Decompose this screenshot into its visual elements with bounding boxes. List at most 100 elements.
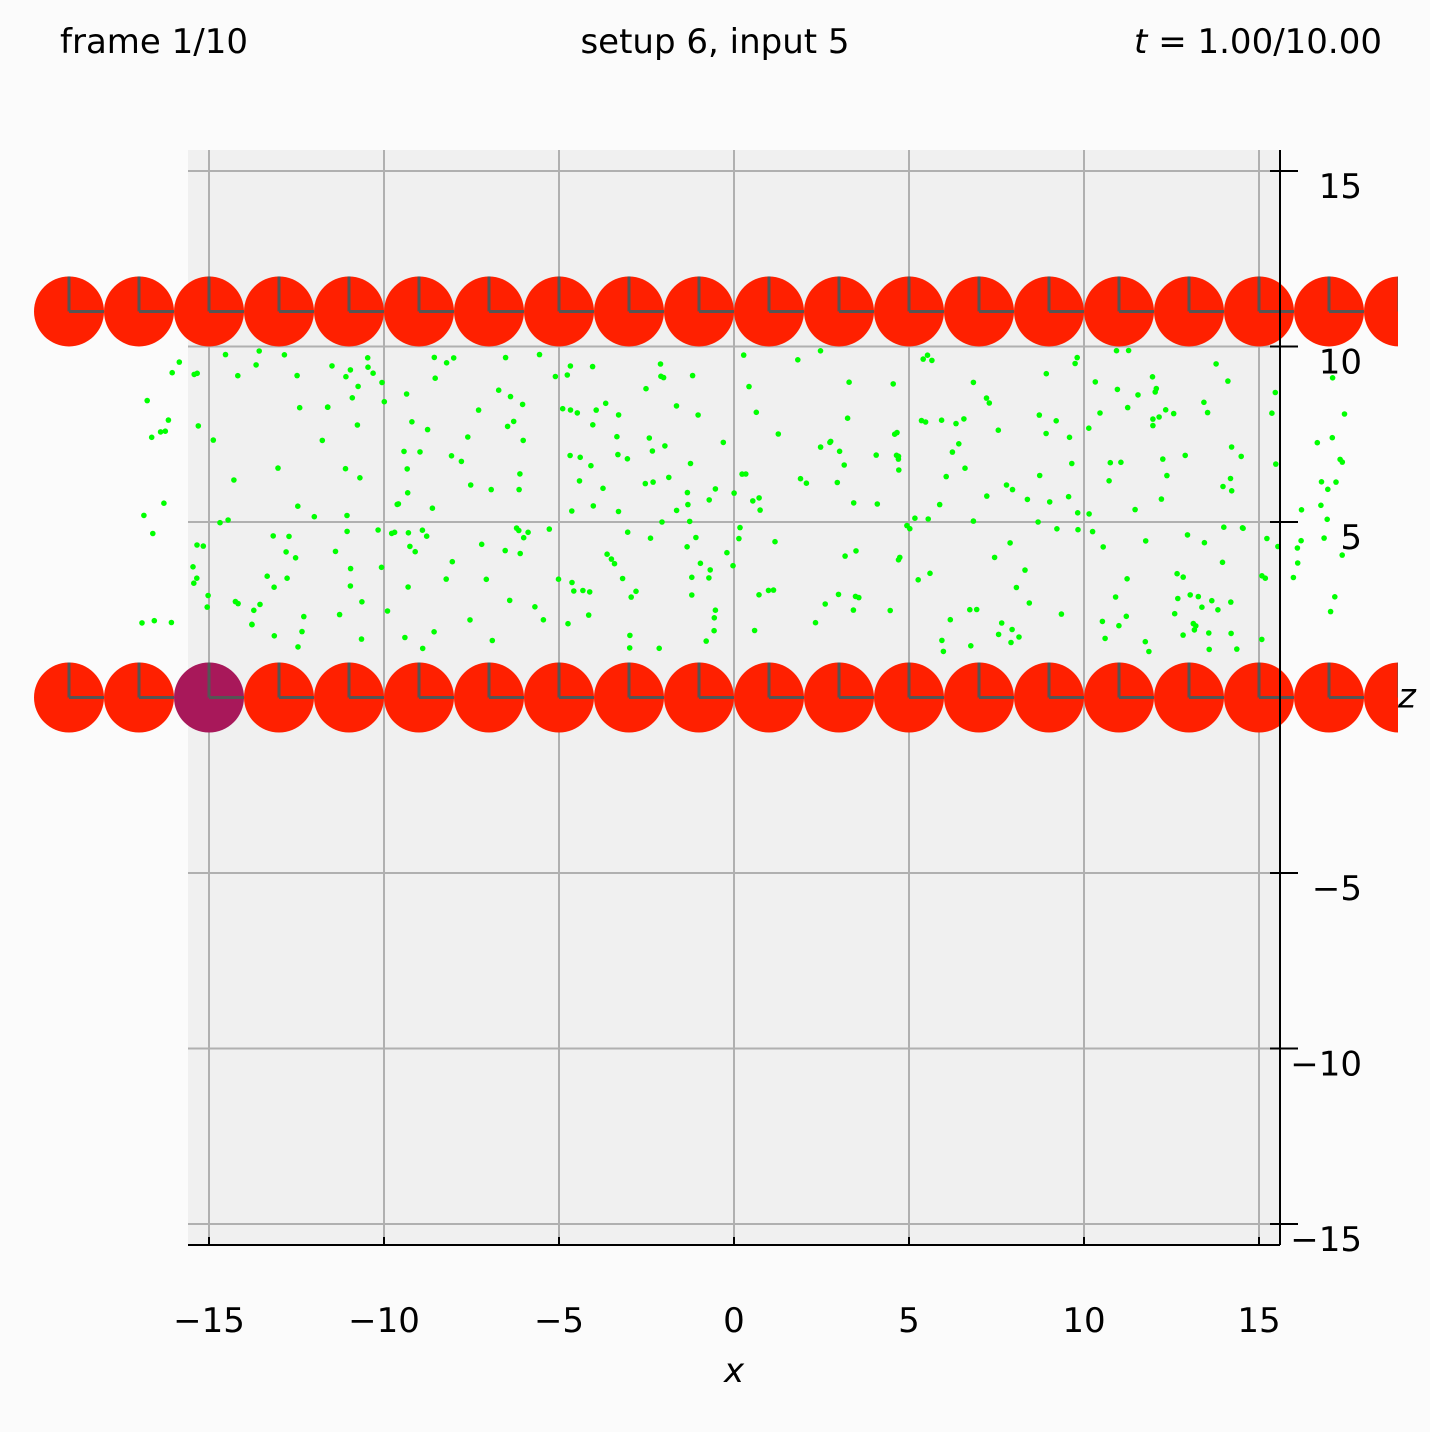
particle bbox=[347, 583, 354, 589]
particle bbox=[1142, 638, 1149, 645]
particle bbox=[319, 437, 326, 444]
particle bbox=[536, 351, 543, 358]
particle bbox=[614, 433, 620, 440]
x-tick-label: 5 bbox=[898, 1301, 920, 1341]
particle bbox=[1206, 646, 1212, 653]
particle-cloud bbox=[139, 347, 1348, 655]
particle bbox=[1259, 636, 1265, 643]
particle bbox=[973, 606, 980, 613]
particle bbox=[1329, 375, 1336, 381]
particle bbox=[271, 633, 278, 639]
particle bbox=[1290, 574, 1297, 581]
particle bbox=[1321, 535, 1327, 541]
particle bbox=[401, 448, 407, 455]
particle bbox=[842, 553, 848, 559]
particle bbox=[510, 418, 517, 425]
x-tick-label: −15 bbox=[173, 1301, 245, 1341]
particle bbox=[1123, 613, 1130, 620]
particle bbox=[970, 379, 977, 386]
particle bbox=[873, 452, 879, 458]
particle bbox=[1228, 488, 1235, 494]
particle bbox=[1024, 496, 1031, 503]
particle bbox=[836, 448, 843, 455]
particle bbox=[349, 395, 356, 401]
particle bbox=[1156, 414, 1162, 420]
particle bbox=[403, 391, 410, 397]
disk bbox=[174, 276, 244, 347]
particle bbox=[358, 636, 365, 642]
particle bbox=[967, 606, 973, 613]
particle bbox=[540, 617, 547, 623]
particle bbox=[724, 549, 730, 556]
particle bbox=[947, 616, 954, 623]
particle bbox=[253, 362, 259, 368]
particle bbox=[194, 542, 200, 548]
particle bbox=[281, 352, 288, 358]
particle bbox=[1273, 461, 1279, 467]
particle bbox=[364, 355, 371, 361]
disk bbox=[1084, 662, 1154, 733]
particle bbox=[706, 497, 712, 503]
particle bbox=[649, 448, 656, 454]
particle bbox=[1294, 560, 1301, 566]
particle bbox=[1228, 630, 1234, 637]
particle bbox=[365, 364, 371, 371]
particle bbox=[918, 417, 925, 424]
particle bbox=[711, 627, 717, 634]
disk bbox=[244, 662, 314, 733]
particle bbox=[157, 429, 164, 435]
particle bbox=[394, 501, 401, 508]
particle bbox=[404, 490, 411, 496]
particle bbox=[983, 395, 990, 401]
particle bbox=[1114, 386, 1121, 393]
particle bbox=[504, 423, 511, 430]
disk bbox=[314, 276, 384, 347]
particle bbox=[1318, 502, 1324, 509]
particle bbox=[1118, 459, 1124, 466]
particle bbox=[1116, 622, 1122, 629]
particle bbox=[915, 577, 921, 583]
particle bbox=[893, 452, 900, 459]
particle bbox=[1003, 482, 1010, 488]
particle bbox=[1022, 567, 1028, 573]
particle bbox=[423, 533, 430, 539]
particle bbox=[604, 551, 610, 557]
particle bbox=[757, 507, 763, 513]
particle bbox=[797, 475, 804, 482]
particle bbox=[1238, 453, 1244, 460]
particle bbox=[1195, 593, 1202, 600]
particle bbox=[379, 379, 385, 386]
particle bbox=[1035, 519, 1041, 525]
particle bbox=[1269, 410, 1275, 417]
particle bbox=[384, 608, 391, 614]
particle bbox=[404, 466, 411, 472]
particle bbox=[1158, 496, 1165, 502]
particle bbox=[429, 505, 436, 512]
particle bbox=[567, 452, 573, 459]
particle bbox=[343, 373, 349, 380]
particle bbox=[1026, 600, 1033, 606]
particle bbox=[615, 508, 622, 515]
particle bbox=[1102, 635, 1108, 642]
particle bbox=[1162, 407, 1169, 413]
particle bbox=[927, 570, 933, 577]
disk bbox=[804, 662, 874, 733]
particle bbox=[1333, 479, 1339, 485]
particle bbox=[589, 363, 596, 370]
particle bbox=[148, 434, 155, 441]
particle bbox=[850, 500, 857, 506]
particle bbox=[1072, 360, 1078, 367]
particle bbox=[552, 373, 559, 380]
particle bbox=[656, 645, 662, 652]
disk bbox=[1154, 276, 1224, 347]
particle bbox=[256, 348, 263, 354]
particle bbox=[407, 543, 413, 550]
particle bbox=[795, 357, 801, 363]
particle bbox=[580, 587, 586, 594]
particle bbox=[1124, 576, 1130, 582]
disk bbox=[524, 662, 594, 733]
particle bbox=[1046, 499, 1053, 505]
particle bbox=[567, 407, 574, 413]
particle bbox=[850, 607, 857, 613]
particle bbox=[301, 613, 307, 620]
